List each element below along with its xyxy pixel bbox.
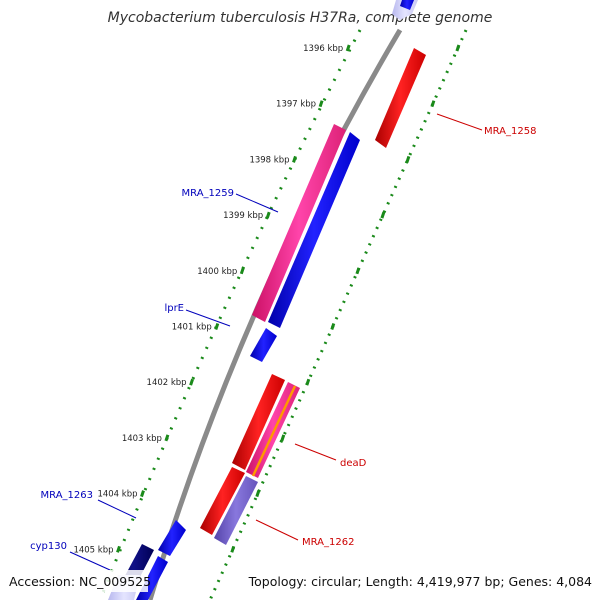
- label-mra-1263: MRA_1263: [41, 490, 93, 501]
- label-mra-1258: MRA_1258: [484, 126, 536, 137]
- inner-major-tick: [164, 434, 170, 442]
- outer-major-tick: [280, 434, 286, 442]
- tick-label: 1398 kbp: [249, 155, 289, 165]
- outer-major-tick: [430, 100, 436, 108]
- tick-label: 1403 kbp: [122, 434, 162, 444]
- inner-major-tick: [265, 211, 271, 219]
- label-mra-1259: MRA_1259: [182, 188, 234, 199]
- label-dead: deaD: [340, 458, 367, 469]
- genome-summary-text: Topology: circular; Length: 4,419,977 bp…: [248, 574, 592, 589]
- accession-backdrop: [6, 570, 148, 592]
- outer-major-tick: [355, 267, 361, 275]
- gene-mra-1263[interactable]: [158, 520, 186, 556]
- inner-major-tick: [318, 100, 324, 108]
- inner-major-tick: [189, 378, 195, 386]
- outer-major-tick: [230, 545, 236, 553]
- tick-label: 1397 kbp: [276, 100, 316, 110]
- gene-mra-1259[interactable]: [252, 124, 346, 322]
- kbp-ticks: 1396 kbp 1397 kbp 1398 kbp 1399 kbp 1400 kbp…: [73, 44, 461, 555]
- outer-major-tick: [305, 378, 311, 386]
- reverse-strand-genes: [108, 0, 418, 600]
- outer-major-tick: [455, 44, 461, 52]
- gene-lpre[interactable]: [250, 328, 277, 362]
- inner-major-tick: [116, 545, 121, 553]
- map-title: Mycobacterium tuberculosis H37Ra, comple…: [108, 10, 493, 26]
- tick-label: 1402 kbp: [147, 378, 187, 388]
- gene-mra-1261-red[interactable]: [232, 374, 285, 470]
- tick-label: 1401 kbp: [172, 323, 212, 333]
- tick-label: 1400 kbp: [197, 267, 237, 277]
- outer-major-tick: [405, 155, 411, 163]
- inner-major-tick: [239, 267, 245, 275]
- label-mra-1262: MRA_1262: [302, 537, 354, 548]
- gene-blue-long[interactable]: [268, 132, 360, 328]
- forward-strand-genes: [200, 48, 426, 545]
- tick-label: 1405 kbp: [73, 545, 113, 555]
- gene-red-small[interactable]: [200, 467, 245, 535]
- outer-major-tick: [380, 211, 386, 219]
- label-cyp130: cyp130: [30, 541, 67, 552]
- tick-label: 1399 kbp: [223, 211, 263, 221]
- outer-tick-track: [208, 29, 468, 600]
- tick-label: 1396 kbp: [303, 44, 343, 54]
- accession-text: Accession: NC_009525: [9, 574, 151, 589]
- gene-callouts: [69, 113, 483, 571]
- label-lpre: lprE: [164, 303, 184, 314]
- tick-label: 1404 kbp: [97, 490, 137, 500]
- gene-blue-top[interactable]: [400, 0, 414, 10]
- inner-major-tick: [140, 490, 145, 498]
- outer-major-tick: [255, 490, 261, 498]
- inner-tick-track: [98, 29, 362, 600]
- inner-major-tick: [345, 44, 351, 52]
- inner-major-tick: [292, 155, 297, 163]
- inner-major-tick: [214, 323, 220, 330]
- outer-major-tick: [330, 323, 336, 330]
- dead-orange-stripe: [251, 385, 297, 477]
- gene-mra-1262[interactable]: [214, 476, 258, 545]
- gene-mra-1258[interactable]: [375, 48, 426, 148]
